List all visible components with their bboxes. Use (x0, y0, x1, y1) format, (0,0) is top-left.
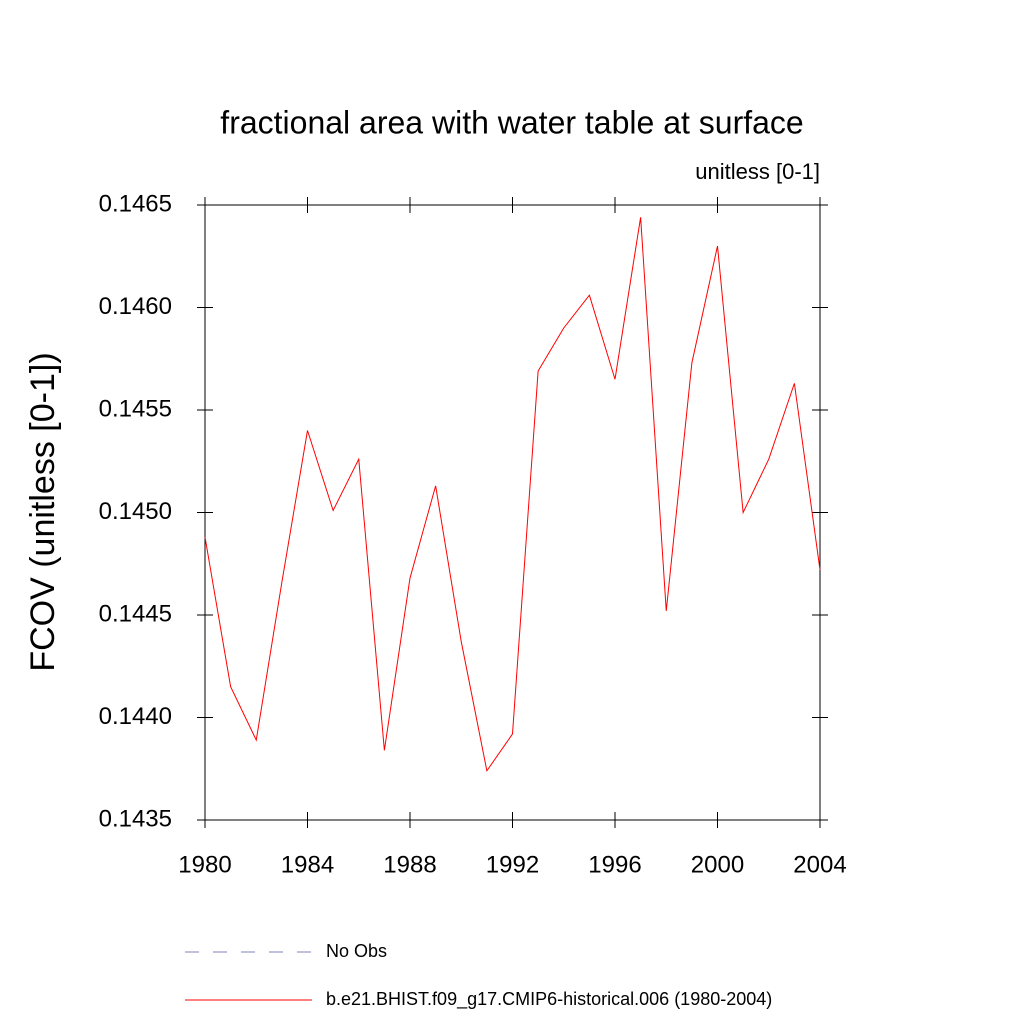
y-tick-label: 0.1465 (99, 190, 172, 217)
y-tick-label: 0.1455 (99, 395, 172, 422)
x-tick-label: 1992 (486, 851, 539, 878)
legend-label: No Obs (326, 941, 387, 961)
x-tick-label: 1980 (178, 851, 231, 878)
chart-subtitle: unitless [0-1] (695, 159, 820, 184)
series-line (204, 217, 821, 773)
x-tick-label: 1996 (588, 851, 641, 878)
y-tick-label: 0.1435 (99, 805, 172, 832)
x-tick-label: 1988 (383, 851, 436, 878)
y-tick-label: 0.1440 (99, 703, 172, 730)
y-tick-label: 0.1450 (99, 498, 172, 525)
legend-label: b.e21.BHIST.f09_g17.CMIP6-historical.006… (326, 989, 772, 1010)
x-tick-label: 2000 (691, 851, 744, 878)
y-tick-label: 0.1445 (99, 600, 172, 627)
chart-title: fractional area with water table at surf… (220, 104, 803, 140)
y-axis-label: FCOV (unitless [0-1]) (24, 352, 62, 671)
y-tick-label: 0.1460 (99, 293, 172, 320)
x-tick-label: 2004 (793, 851, 846, 878)
x-tick-label: 1984 (281, 851, 334, 878)
